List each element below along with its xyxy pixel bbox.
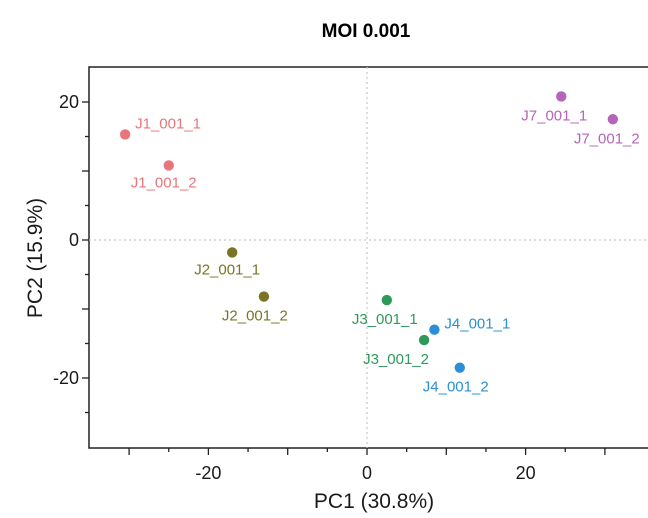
point-labels: J1_001_1 J1_001_2 J2_001_1 J2_001_2 J3_001_1… xyxy=(131,107,640,395)
point-label: J2_001_2 xyxy=(222,308,288,325)
data-point xyxy=(163,160,174,171)
point-label: J4_001_2 xyxy=(423,379,489,396)
data-point xyxy=(258,291,270,302)
plot-area xyxy=(88,66,648,449)
axis-ticks: -20 0 20 20 0 -20 xyxy=(53,92,606,483)
x-tick-label: 0 xyxy=(362,463,372,483)
plot-frame xyxy=(88,66,648,449)
y-tick-label: 0 xyxy=(69,230,79,250)
point-label: J4_001_1 xyxy=(444,316,510,333)
y-axis-label: PC2 (15.9%) xyxy=(24,198,47,318)
data-point xyxy=(226,247,238,258)
point-label: J3_001_1 xyxy=(352,311,418,328)
y-tick-label: -20 xyxy=(53,368,79,388)
data-points xyxy=(119,91,619,373)
point-label: J1_001_2 xyxy=(131,174,197,191)
x-tick-label: -20 xyxy=(195,463,221,483)
y-tick-label: 20 xyxy=(59,92,79,112)
point-label: J7_001_2 xyxy=(574,130,640,147)
data-point xyxy=(556,91,567,102)
data-point xyxy=(381,294,393,306)
data-point xyxy=(429,324,440,335)
x-axis-label: PC1 (30.8%) xyxy=(314,490,434,513)
data-point xyxy=(607,114,619,125)
point-label: J7_001_1 xyxy=(521,107,587,124)
x-tick-label: 20 xyxy=(516,463,536,483)
data-point xyxy=(454,362,465,373)
data-point xyxy=(119,129,131,140)
point-label: J3_001_2 xyxy=(363,351,429,368)
point-label: J1_001_1 xyxy=(135,115,201,132)
chart-title: MOI 0.001 xyxy=(322,21,411,42)
point-label: J2_001_1 xyxy=(194,261,260,278)
data-point xyxy=(418,334,430,346)
